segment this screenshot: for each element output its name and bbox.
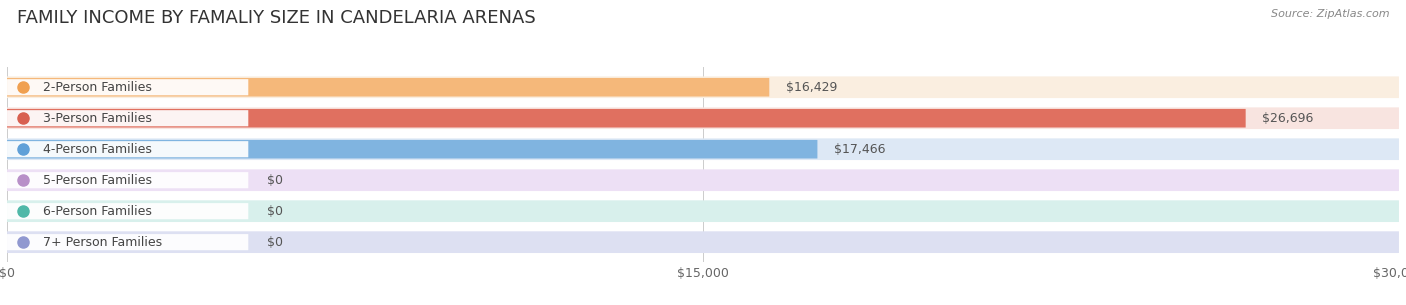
- Text: Source: ZipAtlas.com: Source: ZipAtlas.com: [1271, 9, 1389, 19]
- FancyBboxPatch shape: [7, 76, 1399, 98]
- Text: 6-Person Families: 6-Person Families: [44, 205, 152, 218]
- Text: $0: $0: [267, 236, 283, 249]
- FancyBboxPatch shape: [7, 109, 1246, 127]
- Text: $0: $0: [267, 205, 283, 218]
- Text: 5-Person Families: 5-Person Families: [44, 174, 152, 187]
- Text: 3-Person Families: 3-Person Families: [44, 112, 152, 125]
- Text: $17,466: $17,466: [834, 143, 886, 156]
- FancyBboxPatch shape: [7, 231, 1399, 253]
- Text: 2-Person Families: 2-Person Families: [44, 81, 152, 94]
- Text: FAMILY INCOME BY FAMALIY SIZE IN CANDELARIA ARENAS: FAMILY INCOME BY FAMALIY SIZE IN CANDELA…: [17, 9, 536, 27]
- FancyBboxPatch shape: [7, 169, 1399, 191]
- FancyBboxPatch shape: [7, 138, 1399, 160]
- FancyBboxPatch shape: [7, 172, 249, 188]
- FancyBboxPatch shape: [7, 140, 817, 159]
- FancyBboxPatch shape: [7, 200, 1399, 222]
- Text: $16,429: $16,429: [786, 81, 837, 94]
- FancyBboxPatch shape: [7, 110, 249, 126]
- FancyBboxPatch shape: [7, 78, 769, 97]
- FancyBboxPatch shape: [7, 203, 249, 219]
- FancyBboxPatch shape: [7, 141, 249, 157]
- Text: 4-Person Families: 4-Person Families: [44, 143, 152, 156]
- FancyBboxPatch shape: [7, 234, 249, 250]
- Text: $0: $0: [267, 174, 283, 187]
- FancyBboxPatch shape: [7, 107, 1399, 129]
- Text: 7+ Person Families: 7+ Person Families: [44, 236, 162, 249]
- FancyBboxPatch shape: [7, 79, 249, 95]
- Text: $26,696: $26,696: [1263, 112, 1313, 125]
